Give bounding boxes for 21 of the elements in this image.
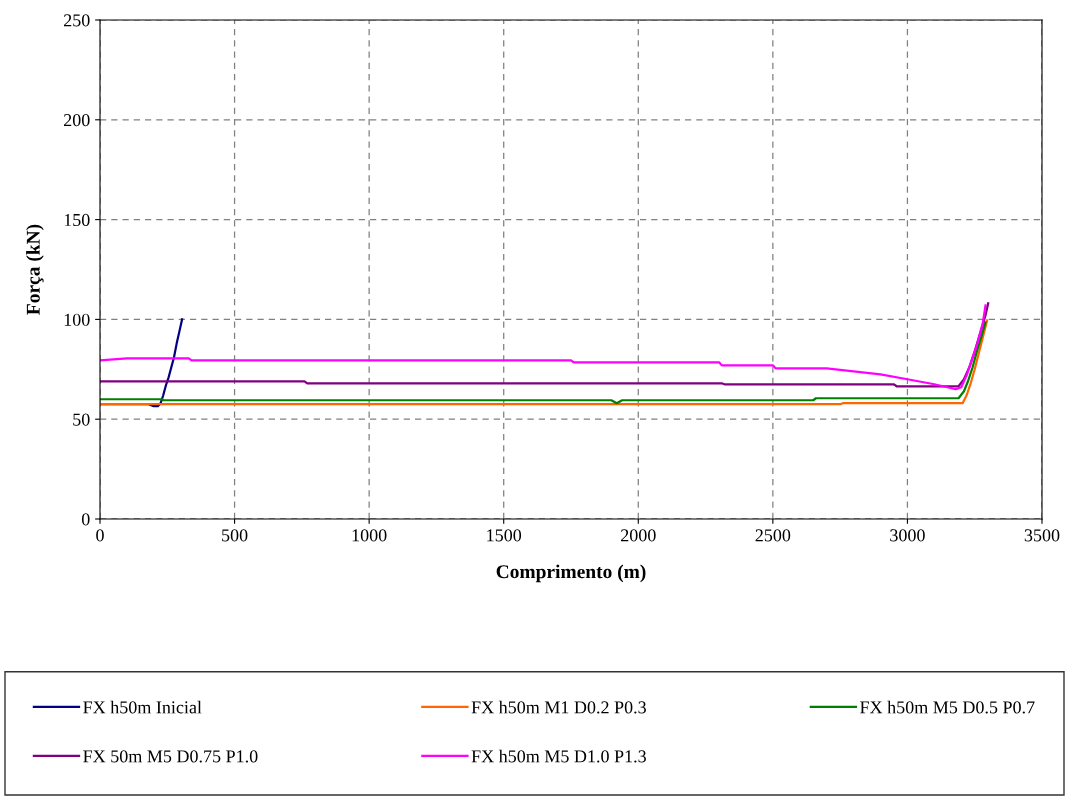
y-tick-label: 0 [81,513,90,526]
x-tick-label: 1500 [487,529,522,542]
x-axis-title: Comprimento (m) [496,564,646,583]
legend-label: FX 50m M5 D0.75 P1.0 [83,750,258,763]
legend-label: FX h50m M5 D1.0 P1.3 [471,749,646,763]
x-tick-label: 3000 [890,529,925,542]
y-axis-title: Força (kN) [26,224,44,315]
y-tick-label: 50 [73,413,90,426]
legend-label: FX h50m Inicial [83,700,202,714]
y-tick-label: 150 [64,213,90,227]
x-tick-label: 2500 [755,529,791,542]
x-tick-label: 3500 [1024,529,1060,542]
y-tick-label: 100 [64,313,90,326]
legend-label: FX h50m M1 D0.2 P0.3 [471,700,646,714]
x-tick-label: 1000 [352,529,387,542]
y-tick-label: 200 [63,114,90,127]
y-tick-label: 250 [63,14,90,27]
x-tick-label: 0 [96,529,104,542]
x-tick-label: 500 [222,529,248,542]
legend-label: FX h50m M5 D0.5 P0.7 [860,700,1035,714]
x-tick-label: 2000 [621,529,656,542]
